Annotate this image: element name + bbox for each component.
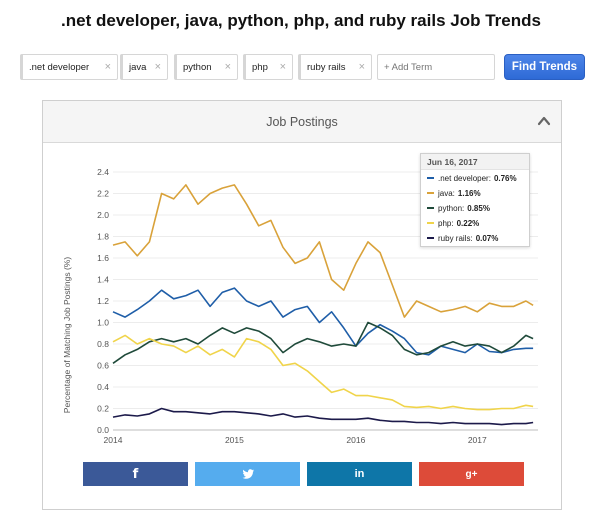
series-line-java xyxy=(112,184,534,318)
x-tick-label: 2014 xyxy=(104,435,123,445)
y-tick-label: 2.0 xyxy=(97,210,109,220)
term-chip-net-developer[interactable]: .net developer × xyxy=(20,54,118,80)
tooltip-value: 0.85% xyxy=(467,203,490,213)
legend-swatch xyxy=(427,207,434,209)
y-tick-label: 1.2 xyxy=(97,296,109,306)
term-chip-python[interactable]: python × xyxy=(174,54,238,80)
share-bar: f in g+ xyxy=(83,462,524,486)
remove-term-icon[interactable]: × xyxy=(224,61,231,73)
y-axis-title: Percentage of Matching Job Postings (%) xyxy=(62,257,72,414)
chevron-up-icon[interactable] xyxy=(537,114,551,128)
y-tick-label: 1.8 xyxy=(97,232,109,242)
term-label: .net developer xyxy=(29,61,90,73)
tooltip-value: 0.76% xyxy=(493,173,517,183)
share-facebook-button[interactable]: f xyxy=(83,462,188,486)
tooltip-row-net-developer: .net developer: 0.76% xyxy=(421,171,529,185)
add-term-input[interactable] xyxy=(377,54,495,80)
term-label: ruby rails xyxy=(307,61,346,73)
share-linkedin-button[interactable]: in xyxy=(307,462,412,486)
linkedin-icon: in xyxy=(354,468,365,480)
tooltip-value: 0.07% xyxy=(475,233,499,243)
legend-swatch xyxy=(427,222,434,224)
term-label: php xyxy=(252,61,268,73)
term-chip-php[interactable]: php × xyxy=(243,54,293,80)
twitter-icon xyxy=(242,469,254,479)
series-line-net-developer xyxy=(112,287,534,356)
tooltip-date: Jun 16, 2017 xyxy=(421,154,529,170)
series-line-php xyxy=(112,334,534,411)
remove-term-icon[interactable]: × xyxy=(358,61,365,73)
tooltip-value: 0.22% xyxy=(456,218,480,228)
tooltip-row-ruby-rails: ruby rails: 0.07% xyxy=(421,231,529,245)
share-googleplus-button[interactable]: g+ xyxy=(419,462,524,486)
y-tick-label: 0.0 xyxy=(97,425,109,435)
remove-term-icon[interactable]: × xyxy=(154,61,161,73)
y-tick-label: 0.2 xyxy=(97,404,109,414)
tooltip-label: python: xyxy=(438,203,465,213)
tooltip-label: ruby rails: xyxy=(438,233,473,243)
panel-title: Job Postings xyxy=(266,114,338,129)
job-postings-panel: Job Postings 0.0 0.2 0.4 0.6 0.8 1.0 1.2 1.4 1.6… xyxy=(42,100,562,510)
tooltip-row-python: python: 0.85% xyxy=(421,201,529,215)
x-tick-label: 2017 xyxy=(468,435,487,445)
legend-swatch xyxy=(427,237,434,239)
facebook-icon: f xyxy=(132,466,139,482)
tooltip-row-php: php: 0.22% xyxy=(421,216,529,230)
remove-term-icon[interactable]: × xyxy=(104,61,111,73)
page-title: .net developer, java, python, php, and r… xyxy=(61,11,541,30)
panel-header: Job Postings xyxy=(43,101,561,143)
tooltip-label: .net developer: xyxy=(438,173,491,183)
x-tick-label: 2015 xyxy=(225,435,244,445)
x-tick-label: 2016 xyxy=(346,435,365,445)
term-label: java xyxy=(129,61,147,73)
y-tick-label: 0.4 xyxy=(97,382,109,392)
tooltip-label: php: xyxy=(438,218,454,228)
series-line-python xyxy=(112,321,534,364)
share-twitter-button[interactable] xyxy=(195,462,300,486)
y-tick-label: 1.6 xyxy=(97,253,109,263)
googleplus-icon: g+ xyxy=(465,468,478,480)
series-line-ruby-rails xyxy=(112,407,534,426)
legend-swatch xyxy=(427,177,434,179)
term-chip-java[interactable]: java × xyxy=(120,54,168,80)
tooltip-row-java: java: 1.16% xyxy=(421,186,529,200)
y-tick-label: 0.8 xyxy=(97,339,109,349)
y-tick-label: 2.2 xyxy=(97,189,109,199)
legend-swatch xyxy=(427,192,434,194)
y-tick-label: 2.4 xyxy=(97,167,109,177)
job-trends-chart: 0.0 0.2 0.4 0.6 0.8 1.0 1.2 1.4 1.6 1.8 2.0 2.2 2.4 2… xyxy=(62,167,538,445)
tooltip-label: java: xyxy=(438,188,455,198)
term-chip-ruby-rails[interactable]: ruby rails × xyxy=(298,54,372,80)
remove-term-icon[interactable]: × xyxy=(279,61,286,73)
find-trends-button[interactable]: Find Trends xyxy=(504,54,585,80)
tooltip-value: 1.16% xyxy=(457,188,481,198)
term-label: python xyxy=(183,61,212,73)
y-tick-label: 1.0 xyxy=(97,318,109,328)
y-tick-label: 1.4 xyxy=(97,275,109,285)
y-tick-label: 0.6 xyxy=(97,361,109,371)
chart-tooltip: Jun 16, 2017 .net developer: 0.76% java:… xyxy=(420,153,530,247)
